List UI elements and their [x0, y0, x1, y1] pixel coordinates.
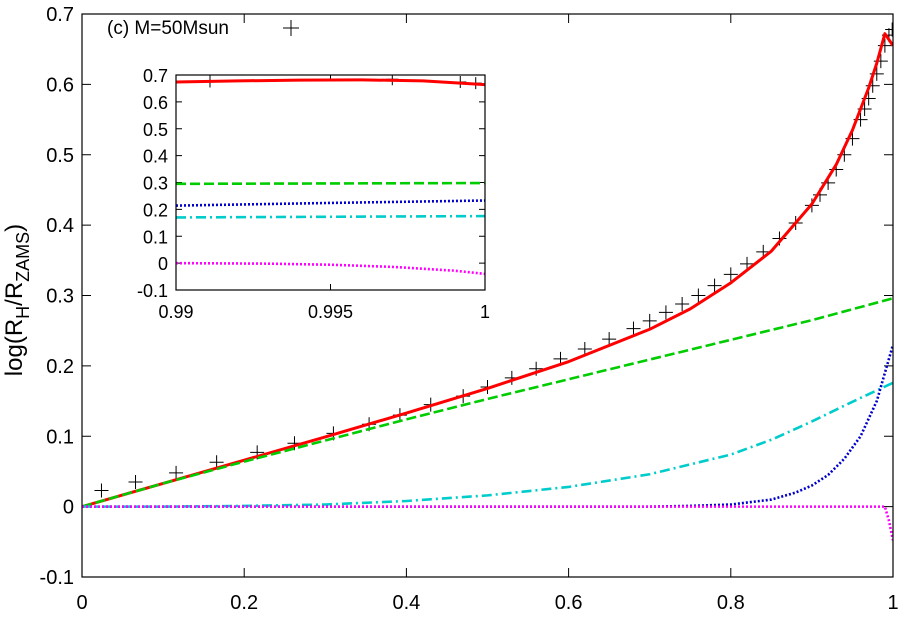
- main-series-0-point-3: [169, 465, 184, 480]
- main-series-group: [82, 22, 893, 541]
- inset-y-tick-label-2: 0.1: [143, 227, 168, 247]
- legend-label: (c) M=50Msun: [107, 18, 229, 39]
- inset-series-3-line: [176, 199, 485, 207]
- main-y-tick-label-0: -0.1: [40, 567, 74, 589]
- main-x-tick-label-2: 0.4: [392, 592, 420, 614]
- main-y-tick-label-2: 0.1: [46, 426, 74, 448]
- main-y-tick-label-7: 0.6: [46, 74, 74, 96]
- main-y-tick-label-8: 0.7: [46, 4, 74, 26]
- inset-series-5-line: [176, 261, 485, 276]
- main-series-0-point-1: [94, 483, 109, 498]
- main-series-5-line: [82, 505, 893, 541]
- y-axis-label-part-4: ): [1, 224, 28, 232]
- main-y-tick-label-4: 0.3: [46, 286, 74, 308]
- main-series-0-point-18: [626, 321, 641, 336]
- inset-series-1-line: [176, 78, 485, 87]
- main-x-tick-label-3: 0.6: [555, 592, 583, 614]
- inset-y-tick-label-3: 0.2: [143, 200, 168, 220]
- main-series-2-line: [82, 297, 893, 508]
- main-series-0-point-23: [707, 278, 722, 293]
- main-series-0-point-19: [642, 313, 657, 328]
- main-series-0-point-17: [602, 332, 617, 347]
- inset-series-2-line: [176, 181, 485, 186]
- main-series-0-point-43: [885, 22, 893, 37]
- main-x-tick-label-5: 1: [887, 592, 898, 614]
- main-y-tick-label-3: 0.2: [46, 356, 74, 378]
- inset-y-tick-label-6: 0.5: [143, 120, 168, 140]
- main-series-3-line: [82, 381, 893, 508]
- main-y-tick-label-5: 0.4: [46, 215, 74, 237]
- inset-frame: [175, 74, 486, 291]
- inset-y-tick-label-8: 0.7: [143, 66, 168, 86]
- y-axis-label-part-2: /R: [1, 282, 28, 306]
- main-series-0-point-2: [128, 474, 143, 489]
- inset-plot: 0.99 0.995 1 -0.1 0 0.1 0.2 0.3 0.4 0.5 0.6 0.7: [137, 66, 490, 322]
- y-axis-label: log(RH/RZAMS): [1, 224, 33, 376]
- main-series-0-point-20: [658, 305, 673, 320]
- inset-series-group: [176, 75, 485, 276]
- y-axis-label-part-3: ZAMS: [13, 232, 33, 282]
- main-series-0-point-22: [691, 288, 706, 303]
- main-x-tick-label-1: 0.2: [230, 592, 258, 614]
- inset-y-tick-label-1: 0: [158, 254, 168, 274]
- y-axis-label-part-1: H: [13, 306, 33, 319]
- main-series-1-line: [82, 32, 893, 509]
- inset-x-tick-label-2: 1: [480, 302, 490, 322]
- main-frame: [81, 13, 894, 578]
- main-y-tick-label-6: 0.5: [46, 145, 74, 167]
- inset-y-tick-label-7: 0.6: [143, 93, 168, 113]
- y-axis-label-part-0: log(R: [1, 319, 28, 376]
- inset-x-tick-label-1: 0.995: [308, 302, 353, 322]
- main-plot: 0 0.2 0.4 0.6 0.8 1-0.100.10.20.30.40.50.60.7…: [1, 4, 899, 614]
- inset-y-tick-label-0: -0.1: [137, 281, 168, 301]
- main-x-tick-label-4: 0.8: [717, 592, 745, 614]
- legend-marker: [283, 20, 299, 36]
- main-series-4-line: [82, 344, 893, 508]
- main-x-tick-label-0: 0: [76, 592, 87, 614]
- inset-x-tick-label-0: 0.99: [158, 302, 193, 322]
- main-y-tick-label-1: 0: [63, 497, 74, 519]
- inset-series-4-line: [176, 214, 485, 219]
- inset-y-tick-label-5: 0.4: [143, 147, 168, 167]
- main-series-0-point-21: [675, 296, 690, 311]
- inset-y-tick-label-4: 0.3: [143, 174, 168, 194]
- main-series-0-point-24: [723, 267, 738, 282]
